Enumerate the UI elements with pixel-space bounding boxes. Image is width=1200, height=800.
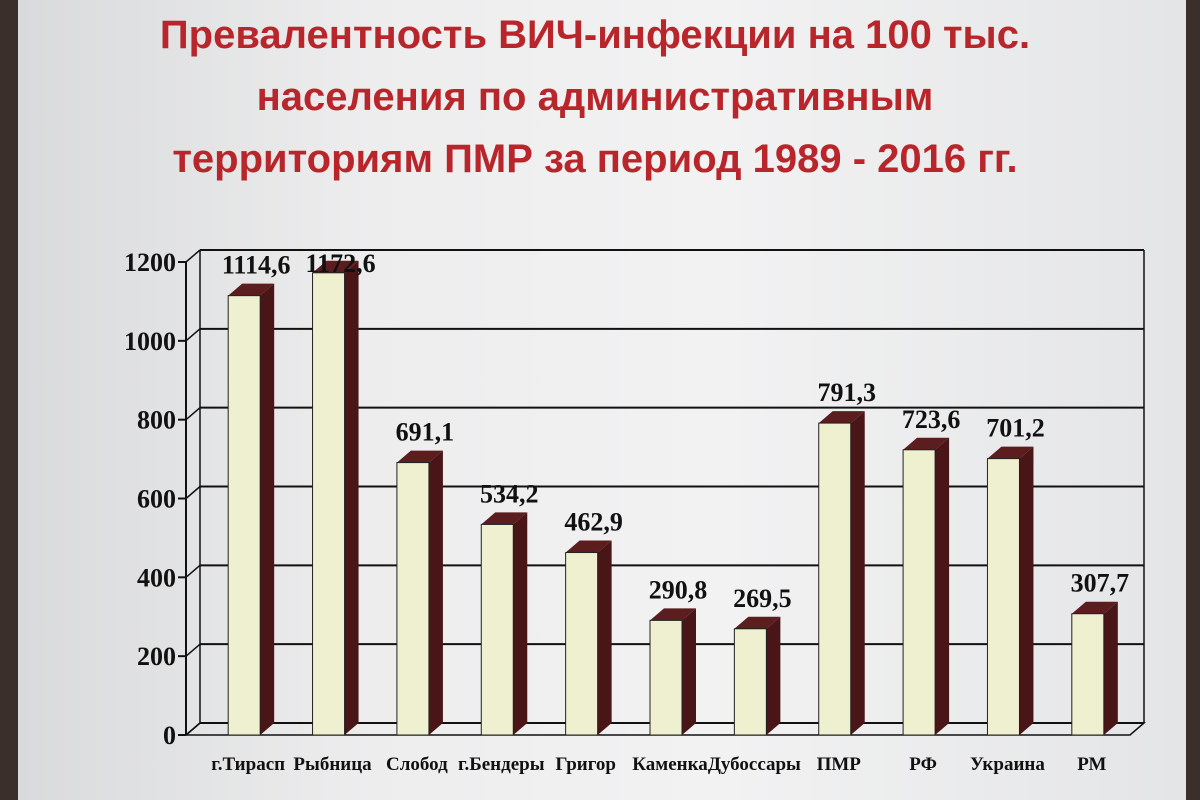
value-label: 269,5 xyxy=(733,584,792,613)
gridline-depth xyxy=(185,249,201,263)
bar-top xyxy=(228,283,275,296)
value-label: 1114,6 xyxy=(222,251,291,280)
chart-title-line-3: территориям ПМР за период 1989 - 2016 гг… xyxy=(172,137,1018,181)
bar-top xyxy=(734,616,781,629)
bar xyxy=(733,628,767,736)
bar-side xyxy=(344,260,359,735)
x-tick-label: г.Бендеры xyxy=(458,754,545,775)
bar-side xyxy=(513,512,528,735)
bar xyxy=(649,619,683,736)
bar-top xyxy=(1071,601,1118,614)
gridline-depth xyxy=(185,564,201,578)
bar-side xyxy=(766,616,781,735)
bar xyxy=(565,552,599,736)
chart-title-line-2: населения по административным xyxy=(256,75,934,119)
bar-top xyxy=(481,512,528,525)
value-label: 791,3 xyxy=(817,378,876,407)
y-tick-label: 600 xyxy=(137,485,176,514)
chart-title-line-1: Превалентность ВИЧ-инфекции на 100 тыс. xyxy=(159,13,1031,57)
x-tick-label: Григор xyxy=(555,754,616,775)
x-tick-label: РФ xyxy=(909,754,937,775)
x-tick-label: Слобод xyxy=(386,754,448,775)
x-tick-label: г.Тирасп xyxy=(211,754,285,775)
gridline-depth xyxy=(185,485,201,500)
bar xyxy=(818,422,852,736)
y-tick-label: 200 xyxy=(137,642,176,671)
gridline-depth xyxy=(185,328,201,342)
bar xyxy=(902,449,936,736)
value-label: 1172,6 xyxy=(306,249,376,278)
value-label: 534,2 xyxy=(480,479,539,508)
bar xyxy=(227,295,261,736)
y-tick-label: 0 xyxy=(163,721,176,750)
value-label: 701,2 xyxy=(986,414,1045,443)
bar xyxy=(1071,613,1105,736)
value-label: 290,8 xyxy=(649,575,708,604)
bar-side xyxy=(1103,601,1118,735)
value-label: 307,7 xyxy=(1071,569,1130,598)
bar-side xyxy=(597,540,612,735)
value-label: 462,9 xyxy=(564,508,623,537)
bar-top xyxy=(396,450,443,463)
value-label: 723,6 xyxy=(902,405,961,434)
bar-top xyxy=(818,411,865,424)
x-tick-label: Дубоссары xyxy=(708,754,801,775)
gridline-depth xyxy=(185,722,201,736)
bar-side xyxy=(850,411,865,735)
bar-top xyxy=(565,540,612,553)
bar xyxy=(480,523,514,736)
gridline-depth xyxy=(185,643,201,657)
x-tick-label: Каменка xyxy=(632,754,708,775)
bar-top xyxy=(650,608,696,621)
y-tick-label: 1000 xyxy=(124,327,176,356)
x-tick-label: Украина xyxy=(970,754,1045,775)
x-tick-label: РМ xyxy=(1077,754,1106,775)
y-tick-label: 400 xyxy=(137,563,176,592)
bar-top xyxy=(987,446,1034,459)
value-label: 691,1 xyxy=(396,418,455,447)
bar-top xyxy=(903,437,950,450)
bar-top xyxy=(312,260,359,273)
bar xyxy=(396,462,430,736)
y-tick-label: 800 xyxy=(137,406,176,435)
x-tick-label: Рыбница xyxy=(293,754,372,775)
y-tick-label: 1200 xyxy=(124,248,176,277)
bar-side xyxy=(428,450,443,735)
bar-side xyxy=(1019,446,1034,735)
bar-side xyxy=(682,608,696,735)
x-tick-label: ПМР xyxy=(817,754,862,775)
bar xyxy=(986,458,1020,736)
gridline-depth xyxy=(185,407,201,421)
bar xyxy=(312,272,346,736)
bar-side xyxy=(935,437,950,735)
chart-title: Превалентность ВИЧ-инфекции на 100 тыс. … xyxy=(60,4,1130,190)
bar-side xyxy=(260,283,275,735)
